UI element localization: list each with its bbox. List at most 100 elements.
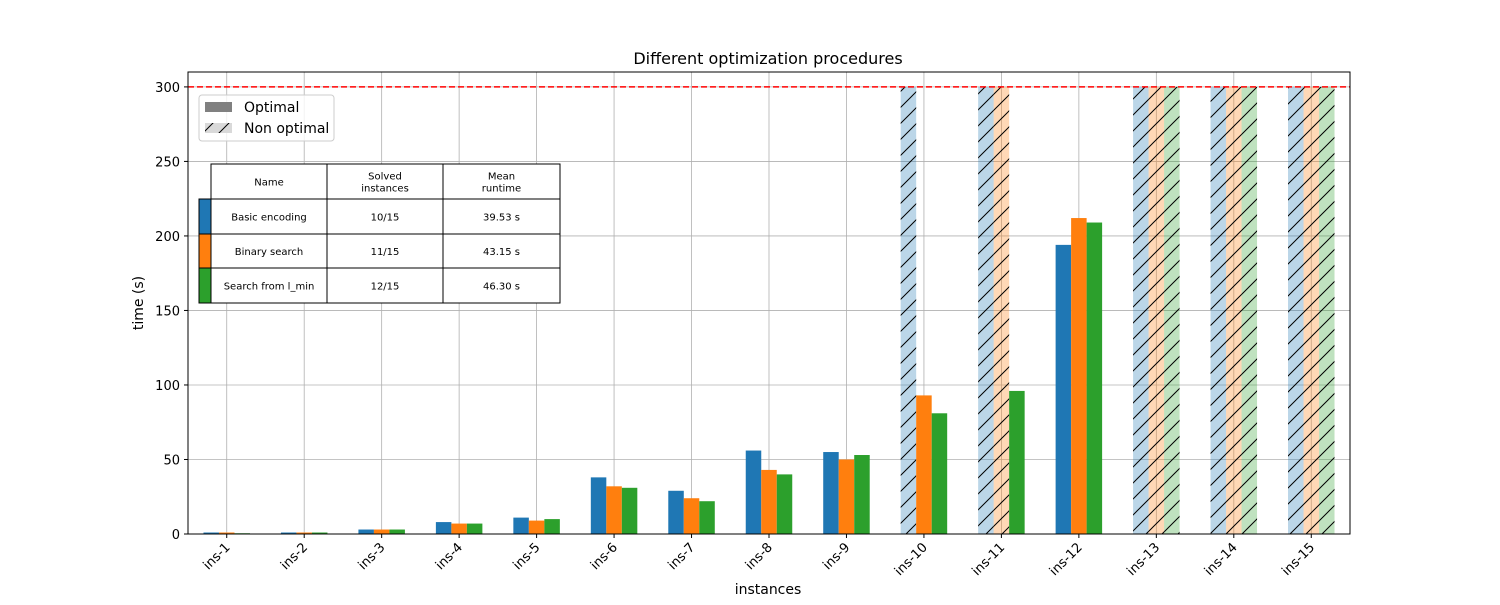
- bar-fill: [823, 452, 839, 534]
- legend-swatch-hatch: [205, 123, 232, 133]
- bar-basic-encoding-ins-3: [358, 529, 374, 534]
- bar-fill: [590, 477, 607, 534]
- table-cell: [326, 267, 444, 304]
- bar-fill: [699, 501, 715, 534]
- bar-binary-search-ins-9: [838, 459, 855, 534]
- bar-fill: [389, 529, 405, 534]
- y-axis-label: time (s): [131, 276, 147, 330]
- table-cell: [210, 163, 328, 200]
- table-cell: [442, 163, 561, 200]
- bar-fill: [373, 529, 390, 534]
- bar-hatch: [1164, 86, 1180, 534]
- table-cell: [326, 198, 444, 235]
- bar-basic-encoding-ins-10: [900, 86, 917, 534]
- bar-fill: [311, 532, 328, 534]
- bar-binary-search-ins-4: [451, 523, 467, 534]
- x-tick-label: ins-14: [1202, 540, 1241, 579]
- table-cell-text: runtime: [482, 184, 521, 195]
- x-tick-label: ins-12: [1047, 540, 1086, 579]
- bars-layer: [203, 86, 1335, 534]
- bar-hatch: [1241, 86, 1258, 534]
- x-tick-label: ins-11: [969, 540, 1008, 579]
- y-tick-label: 0: [172, 528, 180, 543]
- table-cell: [442, 267, 561, 304]
- bar-binary-search-ins-14: [1226, 86, 1242, 534]
- bar-fill: [776, 474, 793, 534]
- bar-binary-search-ins-1: [218, 532, 235, 534]
- table-cell-text: 12/15: [371, 282, 400, 293]
- bar-basic-encoding-ins-6: [590, 477, 607, 534]
- bar-fill: [296, 532, 312, 534]
- bar-binary-search-ins-15: [1303, 86, 1320, 534]
- bar-basic-encoding-ins-1: [203, 532, 219, 534]
- x-tick-label: ins-15: [1279, 540, 1318, 579]
- bar-fill: [358, 529, 374, 534]
- table-cell-text: 10/15: [371, 213, 400, 224]
- table-cell-text: Solved: [368, 172, 402, 183]
- bar-fill: [745, 450, 762, 534]
- table-cell-text: 43.15 s: [483, 247, 520, 258]
- table-row: Search from l_min 12/15 46.30 s: [198, 267, 561, 304]
- bar-fill: [683, 498, 700, 534]
- bar-fill: [1086, 222, 1103, 534]
- y-tick-label: 100: [155, 379, 180, 394]
- bar-hatch: [1226, 86, 1242, 534]
- bar-search-from-l-min-ins-10: [931, 413, 948, 534]
- x-tick-label: ins-6: [588, 540, 621, 573]
- bar-basic-encoding-ins-15: [1288, 86, 1304, 534]
- legend-entry: Optimal: [205, 100, 299, 116]
- bar-search-from-l-min-ins-7: [699, 501, 715, 534]
- bar-hatch: [900, 86, 917, 534]
- bar-basic-encoding-ins-11: [978, 86, 994, 534]
- bar-basic-encoding-ins-13: [1133, 86, 1149, 534]
- chart-title: Different optimization procedures: [633, 49, 902, 68]
- table-cell: [210, 233, 328, 269]
- bar-basic-encoding-ins-9: [823, 452, 839, 534]
- table-cell-text: Basic encoding: [231, 213, 307, 224]
- table-cell-text: Search from l_min: [224, 282, 315, 293]
- bar-fill: [761, 469, 777, 534]
- bar-basic-encoding-ins-8: [745, 450, 762, 534]
- bar-basic-encoding-ins-12: [1055, 244, 1072, 534]
- table-cell-text: 46.30 s: [483, 282, 520, 293]
- bar-search-from-l-min-ins-6: [621, 487, 638, 534]
- bar-binary-search-ins-2: [296, 532, 312, 534]
- bar-fill: [621, 487, 638, 534]
- table-cell-text: instances: [361, 184, 409, 195]
- y-tick-label: 200: [155, 230, 180, 245]
- y-tick-label: 150: [155, 304, 180, 319]
- bar-hatch: [993, 86, 1010, 534]
- bar-search-from-l-min-ins-9: [854, 455, 870, 534]
- bar-basic-encoding-ins-2: [280, 532, 297, 534]
- x-tick-label: ins-9: [820, 540, 853, 573]
- bar-binary-search-ins-3: [373, 529, 390, 534]
- table-cell: [442, 233, 561, 269]
- table-cell-text: Name: [254, 178, 284, 189]
- bar-binary-search-ins-10: [916, 395, 932, 534]
- bar-fill: [1009, 390, 1025, 534]
- bar-basic-encoding-ins-4: [435, 522, 452, 534]
- y-tick-label: 300: [155, 81, 180, 96]
- x-tick-label: ins-4: [433, 540, 466, 573]
- bar-hatch: [978, 86, 994, 534]
- bar-search-from-l-min-ins-8: [776, 474, 793, 534]
- bar-search-from-l-min-ins-14: [1241, 86, 1258, 534]
- bar-hatch: [1210, 86, 1227, 534]
- x-tick-label: ins-2: [278, 540, 311, 573]
- bar-hatch: [1148, 86, 1165, 534]
- x-tick-label: ins-1: [201, 540, 234, 573]
- bar-fill: [606, 486, 622, 534]
- table-cell-text: 39.53 s: [483, 213, 520, 224]
- bar-binary-search-ins-6: [606, 486, 622, 534]
- table-color-swatch: [198, 198, 212, 235]
- bar-search-from-l-min-ins-11: [1009, 390, 1025, 534]
- x-tick-label: ins-3: [356, 540, 389, 573]
- bar-fill: [1055, 244, 1072, 534]
- bar-fill: [203, 532, 219, 534]
- x-tick-label: ins-8: [743, 540, 776, 573]
- y-tick-label: 250: [155, 155, 180, 170]
- bar-hatch: [1303, 86, 1320, 534]
- legend-label: Non optimal: [244, 121, 329, 137]
- table-cell-text: Mean: [488, 172, 515, 183]
